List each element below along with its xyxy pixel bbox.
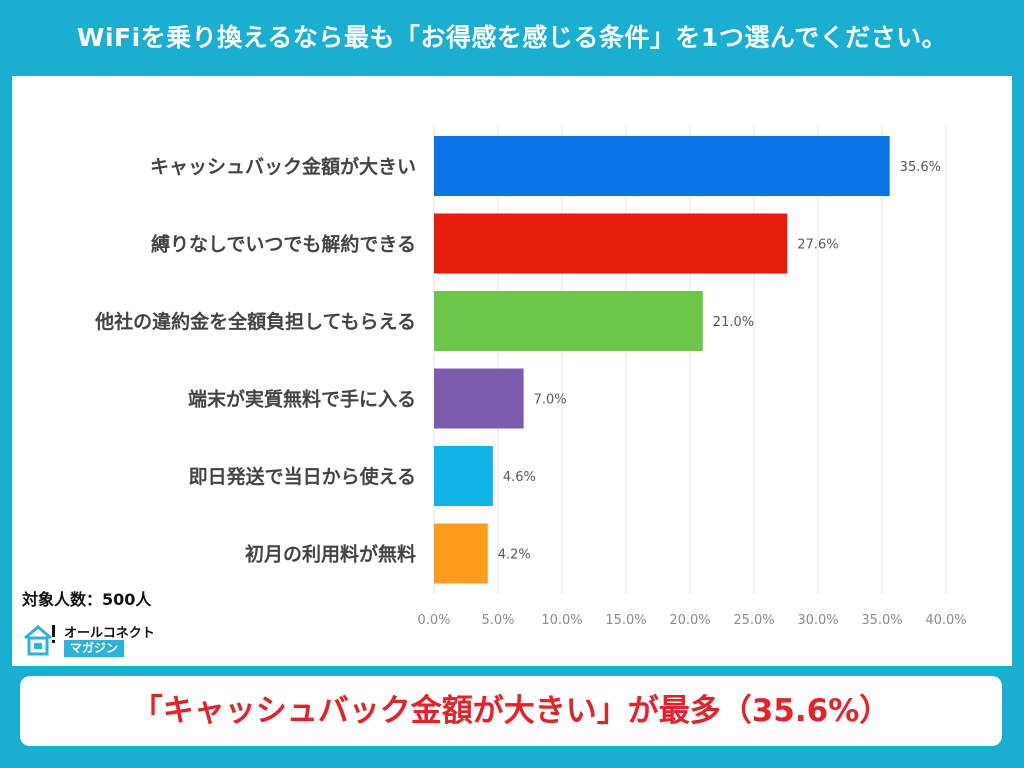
bar xyxy=(434,136,890,196)
value-label: 4.6% xyxy=(503,470,536,485)
survey-question-title: WiFiを乗り換えるなら最も「お得感を感じる条件」を1つ選んでください。 xyxy=(76,23,948,52)
category-label: 端末が実質無料で手に入る xyxy=(188,388,416,411)
bar xyxy=(434,368,524,429)
value-label: 4.2% xyxy=(498,548,531,563)
house-logo-icon xyxy=(24,625,55,656)
x-tick-label: 15.0% xyxy=(605,613,646,628)
value-label: 35.6% xyxy=(900,160,941,175)
x-tick-label: 25.0% xyxy=(733,613,774,628)
value-label: 21.0% xyxy=(713,315,754,330)
x-tick-label: 35.0% xyxy=(861,613,902,628)
bar xyxy=(434,213,788,274)
bar xyxy=(434,446,493,506)
category-label: 即日発送で当日から使える xyxy=(189,465,416,488)
x-tick-label: 40.0% xyxy=(925,613,966,628)
x-axis-tick-labels: 0.0% 5.0% 10.0% 15.0% 20.0% 25.0% 30.0% 35.0% 40… xyxy=(417,613,966,628)
category-label: キャッシュバック金額が大きい xyxy=(150,155,416,178)
category-labels: キャッシュバック金額が大きい縛りなしでいつでも解約できる他社の違約金を全額負担し… xyxy=(94,155,416,566)
result-banner: 「キャッシュバック金額が大きい」が最多（35.6%） xyxy=(20,676,1002,746)
brand-logo[interactable]: オールコネクト マガジン xyxy=(22,618,182,662)
x-tick-label: 5.0% xyxy=(481,613,514,628)
category-label: 初月の利用料が無料 xyxy=(245,543,416,566)
category-label: 他社の違約金を全額負担してもらえる xyxy=(94,310,416,333)
x-tick-label: 30.0% xyxy=(797,613,838,628)
x-tick-label: 0.0% xyxy=(417,613,450,628)
x-tick-label: 10.0% xyxy=(541,613,582,628)
grid-lines xyxy=(433,124,947,594)
bar xyxy=(434,291,703,351)
logo-subtitle: マガジン xyxy=(64,640,125,657)
value-labels: 35.6% 27.6% 21.0% 7.0% 4.6% 4.2% xyxy=(498,160,941,563)
category-label: 縛りなしでいつでも解約できる xyxy=(151,233,416,256)
bars xyxy=(434,136,890,584)
value-label: 27.6% xyxy=(797,238,838,253)
bar-chart: キャッシュバック金額が大きい縛りなしでいつでも解約できる他社の違約金を全額負担し… xyxy=(94,124,967,628)
result-banner-text: 「キャッシュバック金額が大きい」が最多（35.6%） xyxy=(131,693,891,729)
x-tick-label: 20.0% xyxy=(669,613,710,628)
sample-size-note: 対象人数：500人 xyxy=(22,590,152,609)
value-label: 7.0% xyxy=(534,393,567,408)
chart-panel: キャッシュバック金額が大きい 縛りなしでいつでも解約できる他社の違約金を全額負担し… xyxy=(12,76,1012,666)
bar xyxy=(434,523,488,584)
logo-name: オールコネクト xyxy=(64,626,155,641)
